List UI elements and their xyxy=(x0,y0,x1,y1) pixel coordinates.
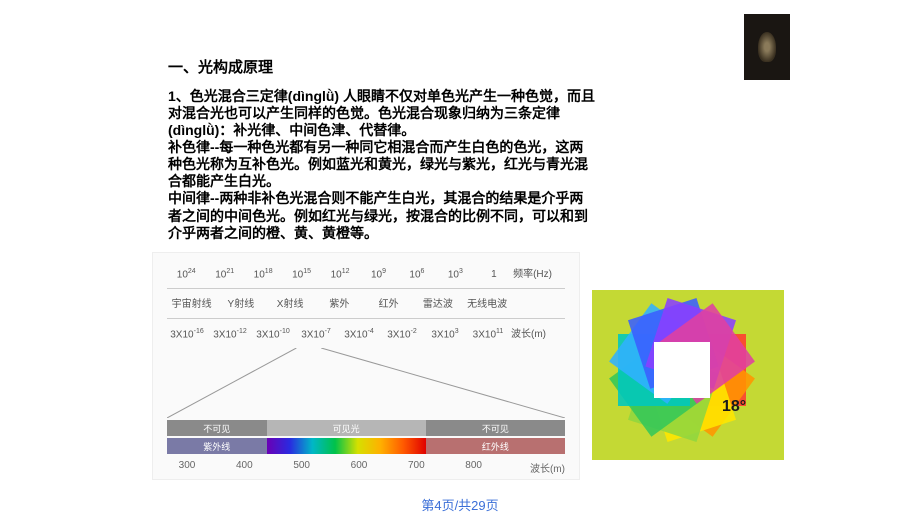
divider xyxy=(167,318,565,319)
para-2: 补色律--每一种色光都有另一种同它相混合而产生白色的色光，这两种色光称为互补色光… xyxy=(168,139,588,189)
page-indicator: 第4页/共29页 xyxy=(0,495,920,514)
divider xyxy=(167,288,565,289)
wavelength-row: 3X10-163X10-123X10-103X10-73X10-43X10-23… xyxy=(167,325,565,340)
bulb-icon xyxy=(758,32,776,62)
body-text: 1、色光混合三定律(dìnglǜ) 人眼睛不仅对单色光产生一种色觉，而且对混合光… xyxy=(168,88,596,242)
projection-area xyxy=(167,348,565,418)
em-spectrum-chart: 102410211018101510121091061031频率(Hz) 宇宙射… xyxy=(152,252,580,480)
axis-row: 300400500600700800波长(m) xyxy=(167,460,565,475)
bulb-thumbnail xyxy=(744,14,790,80)
band-row: 宇宙射线Y射线X射线紫外红外雷达波无线电波 xyxy=(167,295,565,310)
para-1: 1、色光混合三定律(dìnglǜ) 人眼睛不仅对单色光产生一种色觉，而且对混合光… xyxy=(168,88,595,138)
para-3: 中间律--两种非补色光混合则不能产生白光，其混合的结果是介乎两者之间的中间色光。… xyxy=(168,190,588,240)
frequency-row: 102410211018101510121091061031频率(Hz) xyxy=(167,265,565,280)
degree-label: 18° xyxy=(722,398,746,416)
visibility-row: 不可见可见光不可见 xyxy=(167,420,565,436)
section-title: 一、光构成原理 xyxy=(168,56,273,77)
sub-row: 紫外线红外线 xyxy=(167,438,565,454)
color-wheel-graphic: 18° xyxy=(592,290,784,460)
